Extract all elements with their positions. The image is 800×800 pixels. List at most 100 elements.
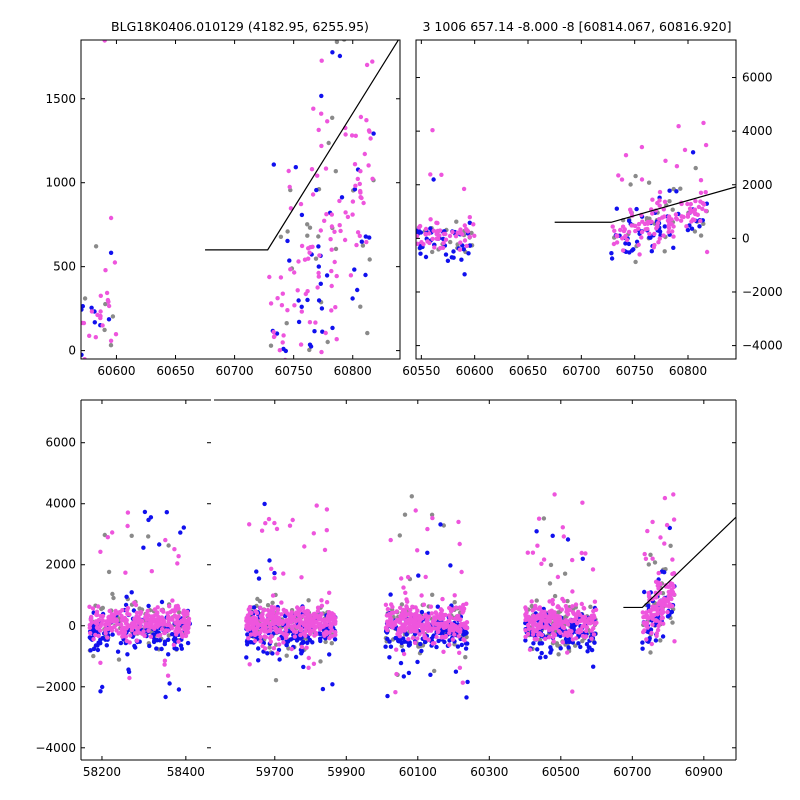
data-point (462, 247, 466, 251)
data-point (80, 377, 84, 381)
data-point (38, 241, 42, 245)
data-point (22, 227, 26, 231)
data-point (85, 243, 89, 247)
data-point (288, 185, 292, 189)
data-point (322, 219, 326, 223)
data-point (360, 240, 364, 244)
data-point (75, 223, 79, 227)
data-point (53, 220, 57, 224)
data-point (294, 165, 298, 169)
top-right-panel: 60550 60600 60650 60700 60750 60800−4000−2000… (0, 40, 783, 378)
data-point (49, 209, 53, 213)
data-point (34, 329, 38, 333)
data-point (334, 169, 338, 173)
data-point (52, 242, 56, 246)
data-point (311, 192, 315, 196)
data-point (323, 234, 327, 238)
data-point (623, 227, 627, 231)
data-point (327, 231, 331, 235)
top-left-y-tick-label: 1000 (45, 176, 76, 190)
data-point (348, 227, 352, 231)
data-point (402, 234, 406, 238)
data-point (679, 219, 683, 223)
data-point (48, 234, 52, 238)
data-point (7, 361, 11, 365)
data-point (18, 247, 22, 251)
data-point (10, 232, 14, 236)
data-point (330, 326, 334, 330)
data-point (17, 148, 21, 152)
data-point (434, 221, 438, 225)
data-point (274, 257, 278, 261)
data-point (8, 328, 12, 332)
data-point (267, 475, 271, 479)
data-point (300, 305, 304, 309)
data-point (288, 246, 292, 250)
data-point (310, 240, 314, 244)
data-point (18, 450, 22, 454)
data-point (370, 177, 374, 181)
data-point (74, 286, 78, 290)
data-point (343, 210, 347, 214)
data-point (667, 224, 671, 228)
data-point (384, 224, 388, 228)
data-point (343, 238, 347, 242)
data-point (296, 298, 300, 302)
data-point (342, 252, 346, 256)
data-point (697, 224, 701, 228)
data-point (84, 237, 88, 241)
data-point (15, 230, 19, 234)
data-point (356, 230, 360, 234)
data-point (298, 240, 302, 244)
data-point (704, 143, 708, 147)
data-point (36, 183, 40, 187)
data-point (381, 231, 385, 235)
data-point (609, 251, 613, 255)
data-point (359, 261, 363, 265)
data-point (369, 222, 373, 226)
data-point (111, 314, 115, 318)
data-point (261, 228, 265, 232)
data-point (283, 172, 287, 176)
data-point (33, 242, 37, 246)
data-point (61, 351, 65, 355)
data-point (55, 372, 59, 376)
data-point (364, 118, 368, 122)
data-point (46, 244, 50, 248)
data-point (25, 246, 29, 250)
data-point (46, 242, 50, 246)
data-point (13, 240, 17, 244)
data-point (387, 242, 391, 246)
data-point (307, 251, 311, 255)
data-point (700, 207, 704, 211)
data-point (34, 438, 38, 442)
data-point (361, 201, 365, 205)
data-point (328, 237, 332, 241)
data-point (283, 244, 287, 248)
data-point (333, 260, 337, 264)
data-point (448, 240, 452, 244)
data-point (296, 239, 300, 243)
data-point (33, 232, 37, 236)
data-point (293, 496, 297, 500)
data-point (58, 221, 62, 225)
data-point (70, 405, 74, 409)
data-point (330, 248, 334, 252)
data-point (308, 0, 312, 4)
data-point (47, 417, 51, 421)
data-point (65, 287, 69, 291)
data-point (278, 348, 282, 352)
data-point (291, 230, 295, 234)
data-point (51, 322, 55, 326)
data-point (358, 195, 362, 199)
data-point (5, 228, 9, 232)
data-point (285, 229, 289, 233)
data-point (37, 243, 41, 247)
data-point (0, 234, 4, 238)
data-point (364, 240, 368, 244)
data-point (298, 232, 302, 236)
data-point (367, 229, 371, 233)
data-point (36, 337, 40, 341)
data-point (319, 282, 323, 286)
